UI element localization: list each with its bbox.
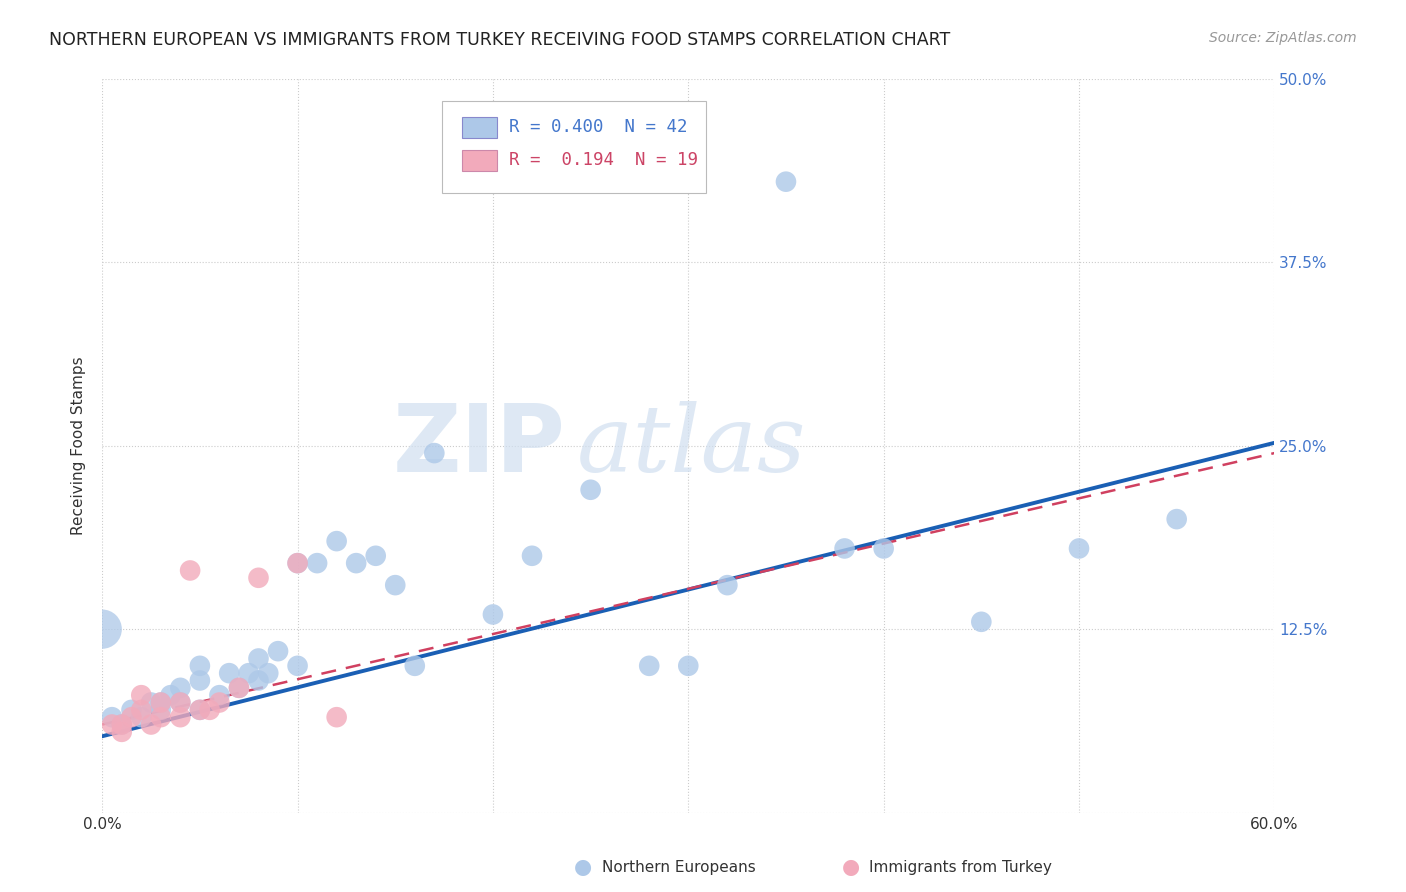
Point [238,666,260,681]
Point [139,696,162,710]
Point [139,717,162,731]
Point [169,710,191,724]
Point [307,556,329,570]
Point [111,717,134,731]
Point [344,556,367,570]
Point [482,607,505,622]
Point [208,688,231,702]
Point [111,724,134,739]
Point [257,666,280,681]
Point [121,710,143,724]
Text: ●: ● [575,857,592,877]
Point [149,696,172,710]
Point [149,703,172,717]
Point [638,658,661,673]
Point [247,571,270,585]
Point [129,688,152,702]
Point [129,703,152,717]
Point [247,673,270,688]
Bar [463,150,498,170]
Text: R = 0.400  N = 42: R = 0.400 N = 42 [509,119,688,136]
Point [287,556,309,570]
Point [1166,512,1188,526]
Point [325,534,347,549]
Point [423,446,446,460]
Point [325,710,347,724]
Point [287,556,309,570]
Point [169,696,191,710]
Point [970,615,993,629]
Point [872,541,894,556]
Point [247,651,270,665]
Point [169,681,191,695]
Point [101,710,124,724]
Point [149,696,172,710]
Point [404,658,426,673]
Point [716,578,738,592]
Point [1067,541,1090,556]
Bar [463,117,498,137]
Point [169,696,191,710]
Point [287,658,309,673]
Point [188,703,211,717]
Text: Immigrants from Turkey: Immigrants from Turkey [869,860,1052,874]
Text: NORTHERN EUROPEAN VS IMMIGRANTS FROM TURKEY RECEIVING FOOD STAMPS CORRELATION CH: NORTHERN EUROPEAN VS IMMIGRANTS FROM TUR… [49,31,950,49]
Point [218,666,240,681]
Point [228,681,250,695]
Point [364,549,387,563]
Text: ZIP: ZIP [392,400,565,491]
FancyBboxPatch shape [441,101,706,193]
Text: R =  0.194  N = 19: R = 0.194 N = 19 [509,152,697,169]
Y-axis label: Receiving Food Stamps: Receiving Food Stamps [72,357,86,535]
Text: Northern Europeans: Northern Europeans [602,860,755,874]
Point [91,622,114,636]
Point [228,681,250,695]
Point [129,710,152,724]
Point [159,688,181,702]
Point [678,658,700,673]
Point [267,644,290,658]
Text: ●: ● [842,857,859,877]
Point [188,703,211,717]
Point [188,658,211,673]
Point [111,717,134,731]
Point [775,175,797,189]
Point [208,696,231,710]
Point [101,717,124,731]
Point [579,483,602,497]
Point [121,703,143,717]
Point [149,710,172,724]
Point [198,703,221,717]
Point [179,564,201,578]
Point [384,578,406,592]
Point [834,541,856,556]
Text: atlas: atlas [576,401,807,491]
Point [188,673,211,688]
Point [520,549,543,563]
Text: Source: ZipAtlas.com: Source: ZipAtlas.com [1209,31,1357,45]
